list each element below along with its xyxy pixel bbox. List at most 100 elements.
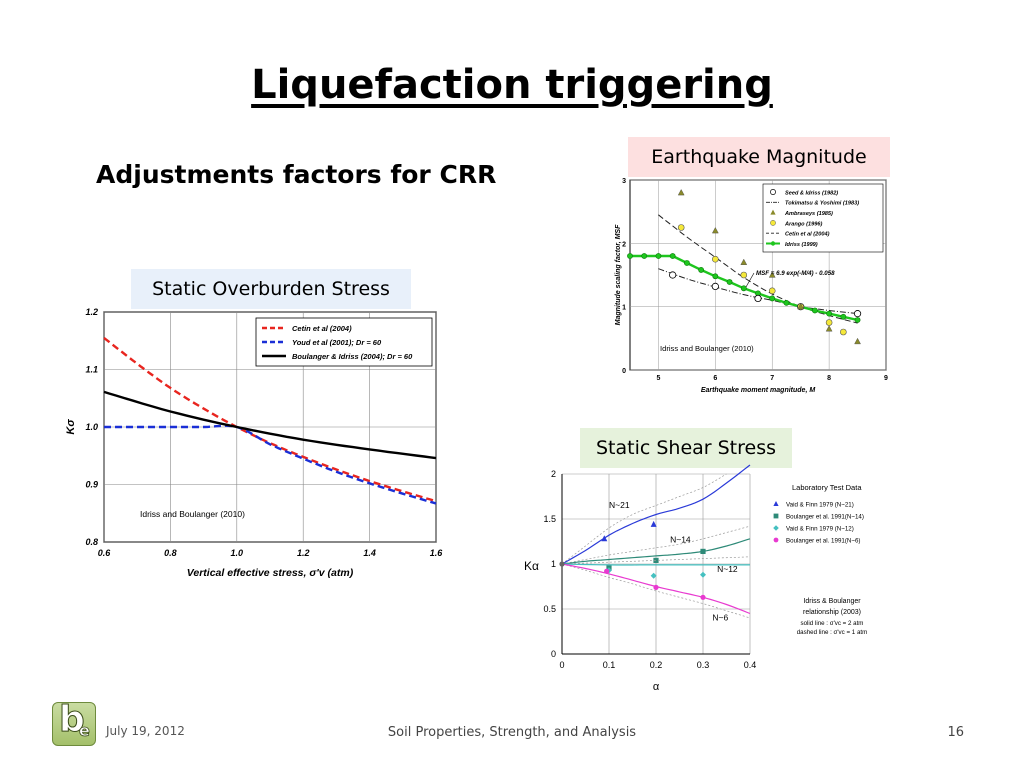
legend-swatch	[770, 189, 776, 195]
data-marker	[653, 557, 659, 563]
y-tick-label: 1.5	[543, 514, 556, 524]
x-tick-label: 8	[827, 375, 831, 382]
x-tick-label: 7	[770, 375, 774, 382]
y-axis-label: Kσ	[65, 419, 77, 435]
legend-swatch	[773, 537, 779, 543]
solid-curve-1	[561, 464, 751, 565]
legend-label: Cetin et al (2004)	[292, 324, 352, 333]
arango-point	[825, 319, 833, 326]
y-tick-label: 0.9	[85, 480, 98, 490]
idriss-point	[726, 279, 733, 285]
solid-curve-2	[561, 538, 751, 565]
curve-label: N~14	[670, 534, 691, 544]
legend-swatch	[773, 525, 779, 531]
curve-label: N~6	[712, 613, 728, 623]
ambraseys-point	[797, 303, 805, 310]
shear-tag: Static Shear Stress	[580, 428, 792, 468]
footer-course-title: Soil Properties, Strength, and Analysis	[387, 725, 637, 740]
data-marker	[700, 594, 706, 600]
x-tick-label: 0	[559, 660, 564, 670]
data-marker	[650, 572, 657, 579]
x-tick-label: 0.2	[650, 660, 663, 670]
note-line: solid line : σ'vc = 2 atm	[801, 620, 864, 627]
logo-letter-b: b	[59, 699, 86, 741]
x-tick-label: 0.6	[98, 548, 112, 558]
x-tick-label: 5	[656, 375, 660, 382]
series-line-3	[103, 390, 437, 460]
legend-label: Ambraseys (1985)	[784, 211, 833, 217]
y-tick-label: 0.5	[543, 604, 556, 614]
arango-point	[768, 287, 776, 295]
legend-label: Cetin et al (2004)	[785, 232, 830, 238]
logo-letter-e: e	[79, 721, 91, 741]
legend-box	[255, 317, 433, 367]
x-axis-label: Earthquake moment magnitude, M	[701, 387, 816, 394]
footer-date: July 19, 2012	[106, 724, 185, 738]
ambraseys-point	[768, 271, 776, 278]
data-marker	[700, 571, 706, 578]
solid-curve-3	[561, 563, 750, 566]
x-tick-label: 0.4	[744, 660, 757, 670]
slide-subtitle: Adjustments factors for CRR	[96, 160, 497, 189]
y-tick-label: 0.8	[85, 537, 98, 547]
y-tick-label: 2	[622, 241, 626, 248]
idriss-point	[840, 313, 847, 320]
y-tick-label: 0	[622, 368, 626, 375]
seed-idriss-point	[711, 282, 719, 291]
idriss-point	[641, 253, 648, 259]
legend-label: Seed & Idriss (1982)	[785, 190, 838, 196]
x-tick-label: 1.4	[363, 548, 376, 558]
footer-page-number: 16	[947, 725, 964, 740]
y-tick-label: 1.2	[85, 307, 98, 317]
seed-idriss-point	[754, 294, 762, 303]
magnitude-tag: Earthquake Magnitude	[628, 137, 890, 177]
idriss-point	[627, 253, 633, 259]
ambraseys-point	[677, 189, 685, 196]
data-marker	[700, 548, 706, 554]
x-tick-label: 0.8	[164, 548, 177, 558]
x-tick-label: 1.0	[231, 548, 244, 558]
arango-point	[677, 224, 685, 231]
data-marker	[653, 584, 659, 590]
data-marker	[604, 568, 610, 574]
legend-label: Boulanger & Idriss (2004); Dr = 60	[292, 352, 413, 361]
legend-label: Boulanger et al. 1991(N~6)	[786, 538, 860, 545]
note-line: dashed line : σ'vc = 1 atm	[797, 629, 868, 636]
legend-swatch	[773, 513, 779, 519]
arango-point	[712, 255, 719, 263]
legend-swatch	[770, 220, 776, 226]
x-tick-label: 0.1	[603, 660, 616, 670]
overburden-tag: Static Overburden Stress	[131, 269, 411, 309]
legend-swatch	[770, 241, 776, 246]
y-tick-label: 0	[551, 649, 556, 659]
dashed-curve-3	[561, 556, 751, 565]
y-tick-label: 1.0	[85, 422, 98, 432]
legend-title: Laboratory Test Data	[792, 483, 862, 492]
x-tick-label: 0.3	[697, 660, 710, 670]
legend-box	[762, 183, 884, 253]
series-cetin	[658, 214, 858, 324]
legend-swatch	[773, 501, 779, 506]
idriss-point	[655, 253, 662, 259]
series-line-1	[103, 336, 437, 503]
magnitude-chart: 5 6 7 8 9 0 1 2 3 Seed & Idriss (1982) Tokimatsu &…	[615, 178, 888, 394]
arango-point	[740, 271, 748, 279]
x-axis-label: Vertical effective stress, σ'v (atm)	[187, 567, 354, 579]
y-tick-label: 3	[622, 178, 626, 185]
idriss-point	[712, 273, 719, 280]
x-axis-label: α	[653, 681, 660, 693]
x-tick-label: 6	[713, 375, 717, 382]
seed-idriss-point	[853, 310, 862, 318]
shear-chart: 0 0.1 0.2 0.3 0.4 0 0.5 1 1.5 2 N~21 N~14 N~12 N~6 Lab…	[524, 464, 868, 693]
y-axis-label: Kα	[524, 559, 539, 573]
ambraseys-point	[711, 227, 719, 234]
data-marker	[601, 535, 608, 542]
ambraseys-point	[825, 325, 833, 332]
dashed-curve-1	[561, 473, 727, 565]
idriss-point	[683, 260, 690, 266]
idriss-point	[740, 285, 747, 292]
idriss-point	[811, 307, 818, 314]
legend-label: Vaid & Finn 1979 (N~12)	[786, 526, 854, 533]
x-tick-label: 9	[884, 375, 888, 382]
